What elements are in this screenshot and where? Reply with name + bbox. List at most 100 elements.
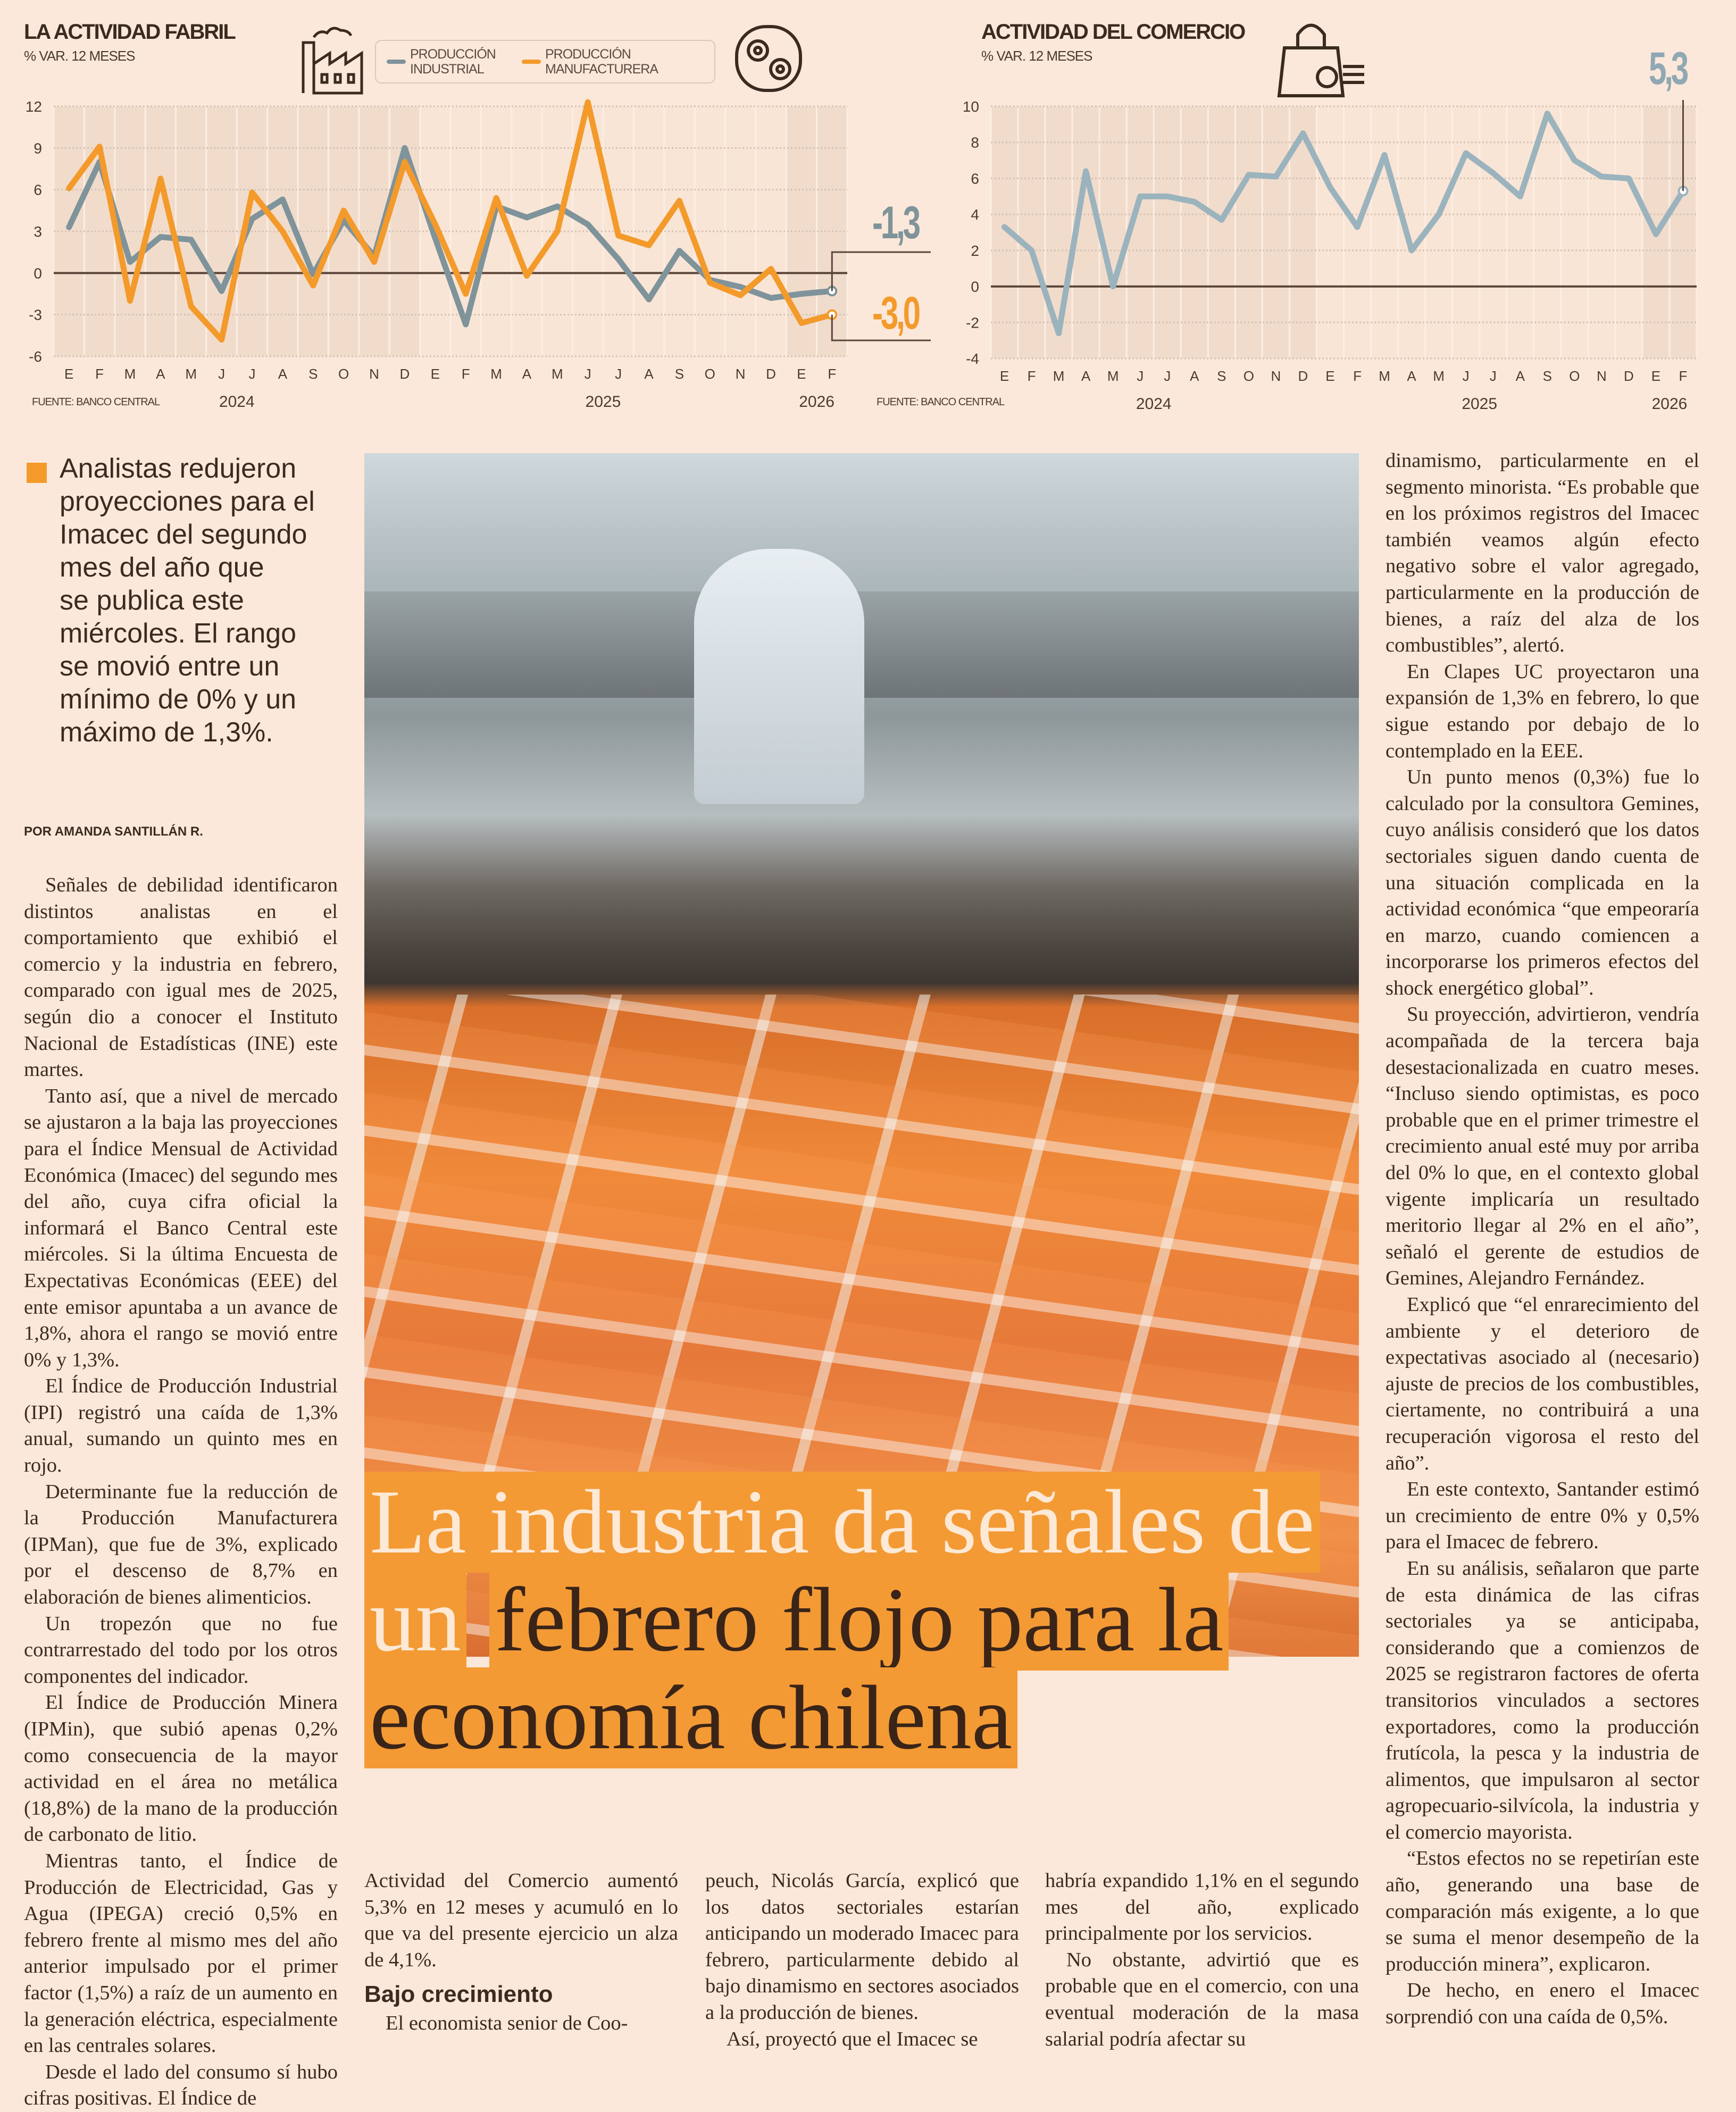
- year-label: 2026: [799, 393, 834, 411]
- article-column-2: Actividad del Comercio aumentó 5,3% en 1…: [364, 1868, 678, 2037]
- y-tick-label: 12: [26, 98, 42, 115]
- article-column-1: Señales de debilidad identificaron disti…: [24, 872, 338, 2112]
- paragraph: Explicó que “el enrarecimiento del ambie…: [1386, 1293, 1699, 1474]
- x-tick-label: F: [828, 366, 836, 382]
- x-tick-label: J: [249, 366, 256, 382]
- x-tick-label: J: [1463, 368, 1470, 384]
- x-tick-label: M: [490, 366, 502, 382]
- quote-line: se publica este: [60, 585, 244, 616]
- y-tick-label: 10: [963, 98, 979, 115]
- x-tick-label: N: [369, 366, 379, 382]
- x-tick-label: S: [1543, 368, 1552, 384]
- quote-line: mes del año que: [60, 552, 264, 583]
- paragraph: dinamismo, particularmente en el segment…: [1386, 449, 1699, 657]
- x-tick-label: F: [1679, 368, 1688, 384]
- photo-worker: [694, 549, 864, 804]
- year-label: 2025: [1462, 395, 1497, 413]
- y-tick-label: -3: [29, 307, 42, 323]
- factory-icon: [302, 27, 363, 95]
- paragraph: Determinante fue la reducción de la Prod…: [24, 1480, 338, 1609]
- x-tick-label: E: [1651, 368, 1660, 384]
- chart1-title: LA ACTIVIDAD FABRIL: [24, 20, 236, 44]
- x-tick-label: J: [1490, 368, 1497, 384]
- year-label: 2025: [586, 393, 621, 411]
- paragraph: Mientras tanto, el Índice de Producción …: [24, 1849, 338, 2057]
- chart1-legend: PRODUCCIÓN INDUSTRIAL PRODUCCIÓN MANUFAC…: [375, 40, 715, 84]
- y-tick-label: 2: [971, 243, 979, 259]
- x-tick-label: E: [1325, 368, 1334, 384]
- paragraph: “Estos efectos no se repetirían este año…: [1386, 1847, 1699, 1975]
- paragraph: Señales de debilidad identificaron disti…: [24, 874, 338, 1081]
- series-line-1: [1001, 111, 1686, 337]
- subheading: Bajo crecimiento: [364, 1981, 553, 2008]
- legend-swatch-gray: [387, 60, 406, 64]
- annotation-leader-line: [831, 314, 931, 341]
- annotation-leader-line: [831, 251, 931, 291]
- x-tick-label: M: [1107, 368, 1119, 384]
- paragraph: Su proyección, advirtieron, vendría acom…: [1386, 1003, 1699, 1290]
- x-tick-label: M: [124, 366, 136, 382]
- paragraph: Desde el lado del consumo sí hubo cifras…: [24, 2060, 338, 2110]
- chart1-source: FUENTE: BANCO CENTRAL: [32, 396, 160, 408]
- x-tick-label: F: [462, 366, 470, 382]
- x-tick-label: M: [1433, 368, 1445, 384]
- y-tick-label: 0: [34, 265, 42, 281]
- x-tick-label: D: [766, 366, 776, 382]
- chart-actividad-fabril: 2024 2025 2026 -6 -3 0 3 6 9 12 E F M A M J J A S O N D E F M A M J…: [26, 98, 931, 411]
- y-tick-label: -4: [966, 350, 979, 367]
- x-tick-label: M: [1053, 368, 1065, 384]
- x-tick-label: M: [552, 366, 563, 382]
- shopping-bag-icon: [1277, 23, 1364, 97]
- x-tick-label: A: [1081, 368, 1091, 384]
- paragraph: Así, proyectó que el Imacec se: [727, 2027, 978, 2050]
- article-column-3: peuch, Nicolás García, explicó que los d…: [705, 1868, 1019, 2052]
- paragraph: El Índice de Producción Minera (IPMin), …: [24, 1691, 338, 1846]
- paragraph: El Índice de Producción Industrial (IPI)…: [24, 1375, 338, 1477]
- quote-line: se movió entre un: [60, 651, 280, 682]
- paragraph: peuch, Nicolás García, explicó que los d…: [705, 1869, 1019, 2024]
- paragraph: No obstante, advirtió que es probable qu…: [1045, 1948, 1359, 2050]
- chart2-subtitle: % VAR. 12 MESES: [981, 48, 1092, 64]
- x-tick-label: A: [644, 366, 654, 382]
- annotation-comercio: 5,3: [1649, 43, 1689, 94]
- x-tick-label: E: [797, 366, 806, 382]
- x-tick-label: S: [1217, 368, 1226, 384]
- paragraph: El economista senior de Coo-: [386, 2012, 628, 2035]
- headline-part-dark: febrero flojo para la economía chilena: [364, 1570, 1229, 1768]
- x-tick-label: J: [1137, 368, 1144, 384]
- x-tick-label: A: [1190, 368, 1199, 384]
- legend-swatch-orange: [522, 60, 541, 64]
- year-label: 2024: [1136, 395, 1172, 413]
- quote-line: mínimo de 0% y un: [60, 684, 297, 715]
- y-tick-label: -2: [966, 314, 979, 331]
- paragraph: En este contexto, Santander estimó un cr…: [1386, 1478, 1699, 1554]
- x-tick-label: E: [1000, 368, 1009, 384]
- paragraph: Un punto menos (0,3%) fue lo calculado p…: [1386, 766, 1699, 999]
- paragraph: De hecho, en enero el Imacec sorprendió …: [1386, 1979, 1699, 2028]
- quote-bullet-square: [27, 463, 47, 483]
- y-tick-label: 6: [971, 170, 979, 187]
- quote-line: miércoles. El rango: [60, 618, 297, 649]
- x-tick-label: J: [1164, 368, 1171, 384]
- y-tick-label: 0: [971, 279, 979, 295]
- paragraph: Tanto así, que a nivel de mercado se aju…: [24, 1084, 338, 1371]
- y-tick-label: 3: [34, 223, 42, 240]
- x-tick-label: S: [308, 366, 318, 382]
- quote-line: máximo de 1,3%.: [60, 717, 273, 748]
- x-tick-label: J: [615, 366, 622, 382]
- x-tick-label: O: [705, 366, 715, 382]
- x-tick-label: F: [1028, 368, 1036, 384]
- series-line-2: [66, 99, 835, 343]
- x-tick-label: A: [1516, 368, 1525, 384]
- x-tick-label: A: [522, 366, 532, 382]
- y-tick-label: 9: [34, 140, 42, 156]
- x-tick-label: N: [1271, 368, 1281, 384]
- quote-line: proyecciones para el: [60, 486, 315, 517]
- x-tick-label: A: [278, 366, 288, 382]
- paragraph: Actividad del Comercio aumentó 5,3% en 1…: [364, 1869, 678, 1971]
- chart2-source: FUENTE: BANCO CENTRAL: [877, 396, 1005, 408]
- byline: POR AMANDA SANTILLÁN R.: [24, 824, 203, 839]
- x-tick-label: S: [675, 366, 684, 382]
- quote-line: Imacec del segundo: [60, 519, 307, 550]
- x-tick-label: O: [338, 366, 349, 382]
